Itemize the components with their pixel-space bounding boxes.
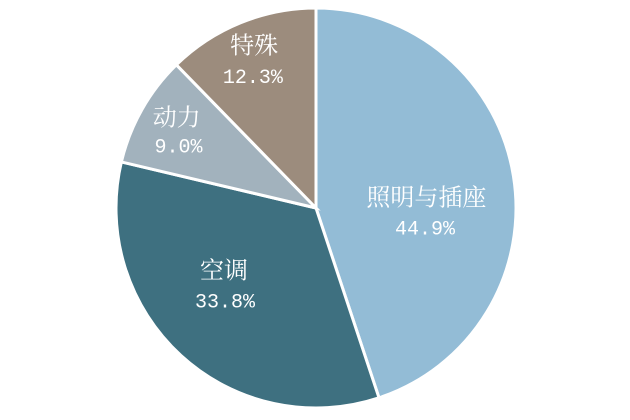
svg-text:照明与插座: 照明与插座 <box>366 184 486 211</box>
svg-text:33.8%: 33.8% <box>195 292 256 315</box>
svg-text:动力: 动力 <box>153 104 201 131</box>
svg-text:空调: 空调 <box>200 258 248 285</box>
svg-text:9.0%: 9.0% <box>154 137 203 160</box>
svg-text:特殊: 特殊 <box>230 32 278 59</box>
svg-text:44.9%: 44.9% <box>395 218 456 241</box>
svg-text:12.3%: 12.3% <box>223 67 284 90</box>
